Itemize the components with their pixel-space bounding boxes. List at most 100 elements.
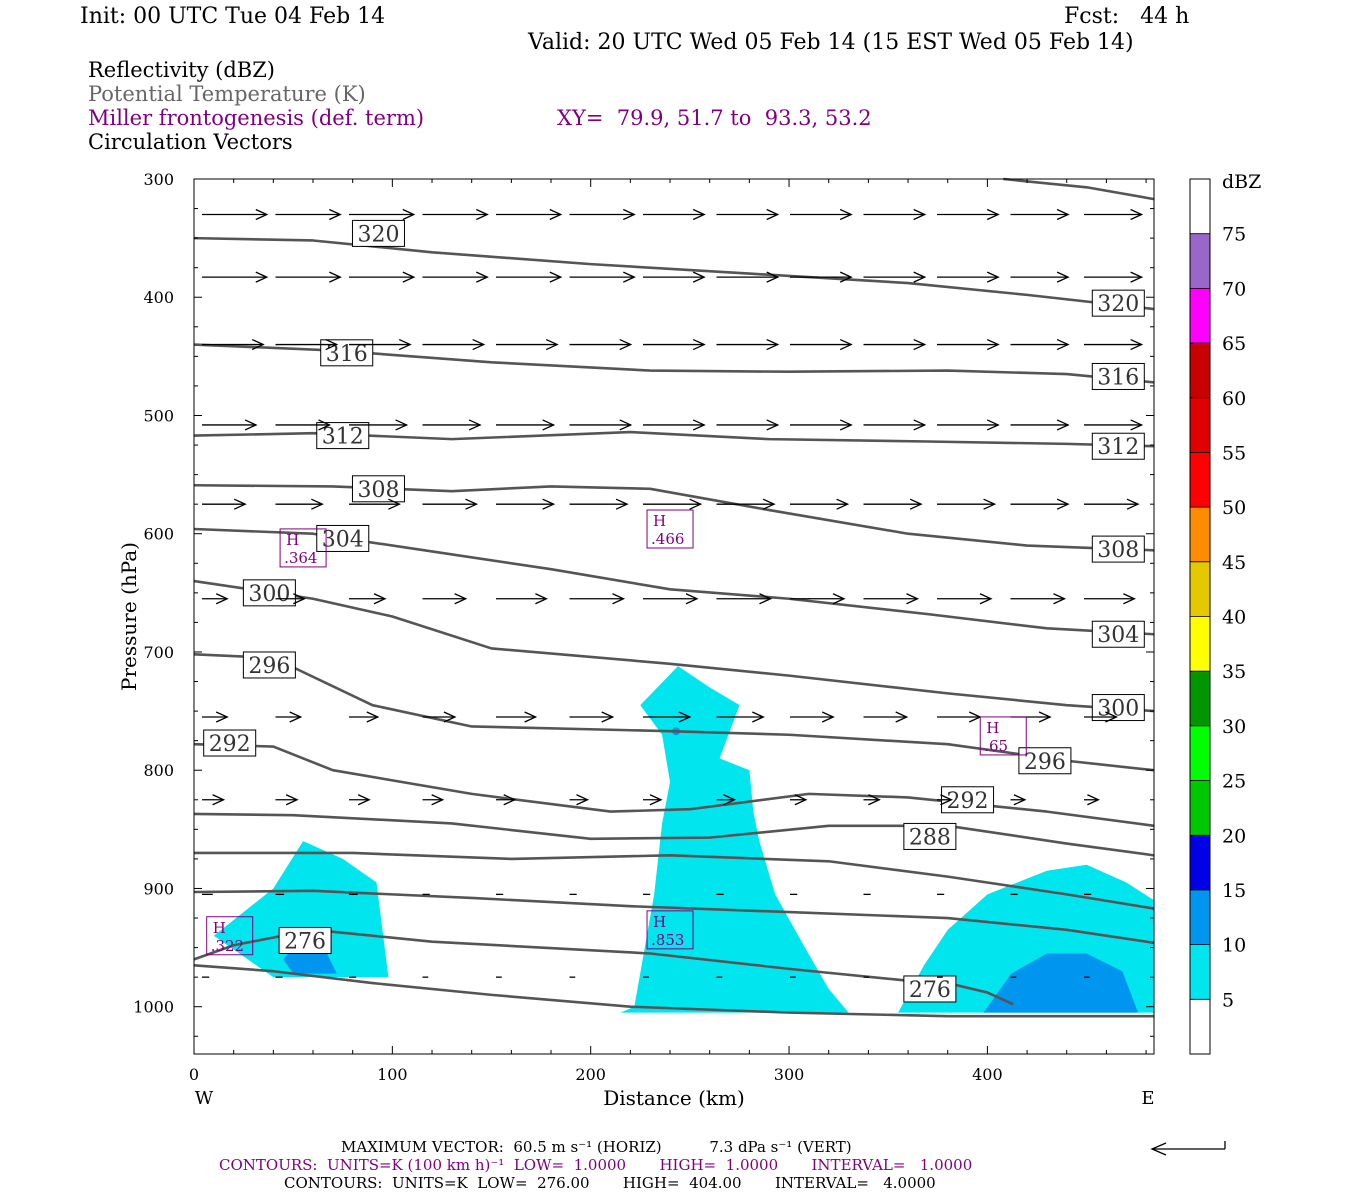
vector-arrowhead: [402, 271, 416, 283]
vector-arrowhead: [762, 498, 776, 510]
colorbar-swatch: [1190, 835, 1210, 890]
colorbar: 5 10 15 20 25 30 35 40 45 50 55 60 65 70 75 dBZ: [1189, 171, 1261, 1055]
vector-arrowhead: [839, 208, 853, 221]
vector-arrowhead: [685, 593, 699, 605]
vector-arrowhead: [293, 593, 306, 605]
vector-arrowhead: [678, 711, 692, 723]
frontogenesis-box: [206, 916, 254, 956]
theta-label: 312: [322, 425, 364, 450]
colorbar-swatch: [1190, 343, 1210, 398]
frontogenesis-high-value: .364: [284, 549, 317, 567]
theta-contour-line: [193, 579, 1155, 713]
frontogenesis-high-label: H: [286, 531, 299, 549]
vector-arrowhead: [468, 419, 482, 431]
legend-frontogenesis: Miller frontogenesis (def. term): [88, 106, 425, 130]
reflectivity-region: [983, 953, 1139, 1013]
theta-label: 288: [909, 825, 951, 850]
colorbar-swatch: [1190, 944, 1210, 1000]
vector-arrowhead: [766, 419, 780, 431]
vector-arrowhead: [325, 338, 339, 351]
y-tick-label: 600: [143, 525, 174, 544]
vector-arrowhead: [255, 208, 269, 221]
vector-arrowhead: [542, 498, 556, 510]
vector-arrowhead: [472, 338, 486, 351]
vector-arrowhead: [752, 711, 765, 723]
colorbar-level-label: 20: [1222, 825, 1246, 847]
theta-label: 292: [947, 789, 989, 814]
theta-label-box: [903, 822, 957, 850]
legend-reflectivity: Reflectivity (dBZ): [88, 58, 276, 82]
theta-label: 312: [1097, 435, 1139, 460]
theta-label: 276: [909, 978, 951, 1003]
vector-arrowhead: [615, 498, 629, 510]
colorbar-level-label: 35: [1222, 661, 1246, 683]
vector-arrowhead: [766, 208, 780, 221]
vector-arrowhead: [986, 419, 1000, 431]
theta-contour-line: [193, 889, 1155, 945]
vector-arrowhead: [692, 338, 706, 351]
theta-contours: 320 320 316 316 312 312 308 308 304 304 300 300 296 2…: [193, 177, 1155, 1018]
footer-theta-contours: CONTOURS: UNITS=K LOW= 276.00 HIGH= 404.…: [284, 1174, 936, 1192]
vector-arrowhead: [535, 593, 548, 605]
vector-arrowhead: [285, 794, 299, 806]
vector-arrowhead: [1130, 208, 1144, 221]
vector-arrowhead: [1056, 208, 1070, 221]
vector-arrowhead: [913, 208, 927, 221]
frontogenesis-box: [279, 528, 327, 568]
theta-label: 300: [248, 582, 290, 607]
x-end-east: E: [1141, 1088, 1154, 1109]
vector-arrowhead: [329, 208, 342, 221]
circulation-vectors: [202, 208, 1144, 978]
vector-arrowhead: [986, 208, 1000, 221]
vector-arrowhead: [983, 498, 997, 510]
x-tick-label: 300: [774, 1065, 805, 1084]
vector-arrowhead: [395, 419, 409, 431]
vector-arrowhead: [619, 338, 633, 351]
vector-arrowhead: [649, 794, 663, 806]
vector-arrowhead: [1053, 593, 1067, 605]
vector-arrowhead: [373, 593, 387, 605]
y-tick-label: 500: [143, 406, 174, 425]
vector-arrowhead: [576, 794, 590, 806]
colorbar-level-label: 15: [1222, 880, 1246, 902]
colorbar-level-label: 10: [1222, 935, 1246, 957]
vector-arrowhead: [366, 711, 380, 723]
theta-contour-line: [194, 851, 1155, 910]
theta-label-box: [203, 729, 257, 757]
colorbar-swatch: [1190, 179, 1210, 234]
vector-arrowhead: [503, 794, 517, 806]
reference-vector-head: [1150, 1142, 1167, 1156]
legend-circulation-vectors: Circulation Vectors: [88, 130, 293, 154]
frontogenesis-high-label: H: [653, 913, 666, 931]
x-end-west: W: [195, 1088, 214, 1109]
colorbar-swatch: [1190, 725, 1210, 781]
colorbar-swatch: [1190, 452, 1210, 508]
y-tick-label: 1000: [133, 998, 174, 1017]
vector-arrowhead: [431, 794, 445, 806]
vector-arrowhead: [1105, 711, 1118, 723]
y-tick-label: 700: [143, 643, 174, 662]
vector-arrowhead: [233, 498, 247, 510]
theta-label: 320: [357, 222, 399, 247]
colorbar-swatch: [1190, 889, 1210, 945]
colorbar-level-label: 25: [1222, 771, 1246, 793]
vector-arrowhead: [1130, 271, 1144, 283]
theta-label-box: [1018, 747, 1072, 775]
vector-arrowhead: [443, 711, 457, 723]
vector-arrowhead: [465, 498, 479, 510]
theta-label: 304: [322, 527, 364, 552]
reflectivity-region: [213, 841, 389, 978]
theta-label: 320: [1097, 292, 1139, 317]
vector-arrowhead: [454, 593, 468, 605]
theta-contour-line: [193, 964, 1154, 1018]
vector-arrowhead: [913, 419, 927, 431]
colorbar-level-label: 70: [1222, 278, 1246, 300]
reflectivity-fill: [213, 666, 1154, 1013]
vector-arrowhead: [1126, 498, 1140, 510]
colorbar-level-label: 30: [1222, 716, 1246, 738]
colorbar-swatch: [1190, 780, 1210, 836]
colorbar-swatch: [1190, 397, 1210, 453]
vector-arrowhead: [215, 593, 229, 605]
theta-label-box: [1091, 535, 1145, 563]
vector-arrowhead: [909, 498, 923, 510]
